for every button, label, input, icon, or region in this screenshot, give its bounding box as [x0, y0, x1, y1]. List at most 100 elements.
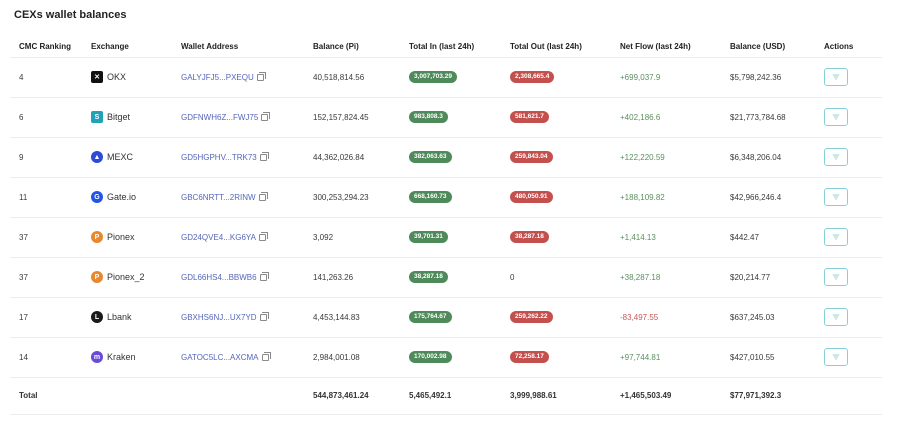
wallet-cell: GD24QVE4...KG6YA — [181, 217, 313, 258]
wallet-cell: GATOC5LC...AXCMA — [181, 337, 313, 378]
total-in-badge: 175,764.67 — [409, 311, 452, 323]
copy-icon[interactable] — [259, 231, 268, 241]
total-out-cell: 38,287.18 — [510, 217, 620, 258]
balance-usd: $21,773,784.68 — [730, 97, 824, 138]
total-actions-empty — [824, 377, 882, 415]
filter-button[interactable] — [824, 148, 848, 166]
header-net-flow[interactable]: Net Flow (last 24h) — [620, 36, 730, 58]
cmc-ranking: 17 — [10, 297, 91, 338]
copy-icon[interactable] — [258, 191, 268, 201]
balance-usd: $427,010.55 — [730, 337, 824, 378]
header-cmc-ranking[interactable]: CMC Ranking — [10, 36, 91, 58]
exchange[interactable]: L Lbank — [91, 311, 181, 323]
balance-usd: $42,966,246.4 — [730, 177, 824, 218]
filter-icon — [832, 274, 840, 280]
wallet-address-link[interactable]: GBXHS6NJ...UX7YD — [181, 311, 269, 322]
wallet-address-link[interactable]: GDL66HS4...BBWB6 — [181, 271, 269, 282]
total-exchange-empty — [91, 377, 181, 415]
exchange-cell: P Pionex_2 — [91, 257, 181, 298]
copy-icon[interactable] — [261, 351, 271, 361]
filter-button[interactable] — [824, 68, 848, 86]
copy-icon[interactable] — [259, 311, 269, 321]
copy-icon[interactable] — [259, 271, 269, 281]
total-in-cell: 668,160.73 — [409, 177, 510, 218]
exchange[interactable]: P Pionex_2 — [91, 271, 181, 283]
wallet-address: GBC6NRTT...2RINW — [181, 192, 256, 202]
wallet-address: GBXHS6NJ...UX7YD — [181, 312, 257, 322]
wallet-cell: GBXHS6NJ...UX7YD — [181, 297, 313, 338]
balance-usd: $5,798,242.36 — [730, 57, 824, 98]
actions-cell — [824, 177, 882, 218]
exchange[interactable]: ▲ MEXC — [91, 151, 181, 163]
total-out-value: 0 — [510, 272, 515, 282]
total-out-badge: 72,258.17 — [510, 351, 549, 363]
exchange[interactable]: S Bitget — [91, 111, 181, 123]
wallet-address-link[interactable]: GALYJFJ5...PXEQU — [181, 71, 266, 82]
cmc-ranking: 11 — [10, 177, 91, 218]
filter-button[interactable] — [824, 228, 848, 246]
wallet-cell: GD5HGPHV...TRK73 — [181, 137, 313, 178]
filter-button[interactable] — [824, 308, 848, 326]
wallet-address-link[interactable]: GBC6NRTT...2RINW — [181, 191, 268, 202]
mexc-icon: ▲ — [91, 151, 103, 163]
total-out-cell: 581,621.7 — [510, 97, 620, 138]
okx-icon: ✕ — [91, 71, 103, 83]
filter-icon — [832, 114, 840, 120]
filter-button[interactable] — [824, 268, 848, 286]
total-in-badge: 3,007,703.29 — [409, 71, 457, 83]
filter-button[interactable] — [824, 348, 848, 366]
wallet-address: GDFNWH6Z...FWJ75 — [181, 112, 259, 122]
total-in-cell: 39,701.31 — [409, 217, 510, 258]
exchange-cell: P Pionex — [91, 217, 181, 258]
exchange[interactable]: m Kraken — [91, 351, 181, 363]
table-row: 17 L Lbank GBXHS6NJ...UX7YD 4,453,144.83… — [10, 297, 882, 338]
actions-cell — [824, 337, 882, 378]
wallet-address-link[interactable]: GATOC5LC...AXCMA — [181, 351, 271, 362]
copy-icon[interactable] — [261, 111, 271, 121]
header-exchange[interactable]: Exchange — [91, 36, 181, 58]
net-flow: +38,287.18 — [620, 257, 730, 298]
header-wallet-address[interactable]: Wallet Address — [181, 36, 313, 58]
total-out-badge: 38,287.18 — [510, 231, 549, 243]
balance-pi: 44,362,026.84 — [313, 137, 409, 178]
gateio-icon: G — [91, 191, 103, 203]
balance-pi: 40,518,814.56 — [313, 57, 409, 98]
balance-usd: $637,245.03 — [730, 297, 824, 338]
exchange-name: OKX — [107, 72, 127, 82]
exchange-cell: L Lbank — [91, 297, 181, 338]
wallet-address-link[interactable]: GDFNWH6Z...FWJ75 — [181, 111, 271, 122]
exchange[interactable]: ✕ OKX — [91, 71, 181, 83]
wallet-address: GATOC5LC...AXCMA — [181, 352, 259, 362]
table-row: 4 ✕ OKX GALYJFJ5...PXEQU 40,518,814.56 3… — [10, 57, 882, 98]
pionex-icon: P — [91, 271, 103, 283]
copy-icon[interactable] — [256, 71, 266, 81]
wallet-address-link[interactable]: GD24QVE4...KG6YA — [181, 231, 268, 242]
balance-pi: 152,157,824.45 — [313, 97, 409, 138]
filter-button[interactable] — [824, 188, 848, 206]
actions-cell — [824, 137, 882, 178]
table-row: 6 S Bitget GDFNWH6Z...FWJ75 152,157,824.… — [10, 97, 882, 138]
wallet-cell: GBC6NRTT...2RINW — [181, 177, 313, 218]
exchange-cell: S Bitget — [91, 97, 181, 138]
actions-cell — [824, 97, 882, 138]
filter-icon — [832, 194, 840, 200]
total-out-cell: 480,050.91 — [510, 177, 620, 218]
cmc-ranking: 4 — [10, 57, 91, 98]
total-out-cell: 0 — [510, 257, 620, 298]
table-row: 37 P Pionex GD24QVE4...KG6YA 3,092 39,70… — [10, 217, 882, 258]
header-balance-pi[interactable]: Balance (Pi) — [313, 36, 409, 58]
filter-icon — [832, 354, 840, 360]
header-total-out[interactable]: Total Out (last 24h) — [510, 36, 620, 58]
total-in-badge: 38,287.18 — [409, 271, 448, 283]
filter-button[interactable] — [824, 108, 848, 126]
net-flow: +699,037.9 — [620, 57, 730, 98]
actions-cell — [824, 297, 882, 338]
wallet-address-link[interactable]: GD5HGPHV...TRK73 — [181, 151, 269, 162]
exchange[interactable]: P Pionex — [91, 231, 181, 243]
header-total-in[interactable]: Total In (last 24h) — [409, 36, 510, 58]
exchange-cell: ✕ OKX — [91, 57, 181, 98]
header-balance-usd[interactable]: Balance (USD) — [730, 36, 824, 58]
copy-icon[interactable] — [259, 151, 269, 161]
exchange[interactable]: G Gate.io — [91, 191, 181, 203]
balance-pi: 141,263.26 — [313, 257, 409, 298]
